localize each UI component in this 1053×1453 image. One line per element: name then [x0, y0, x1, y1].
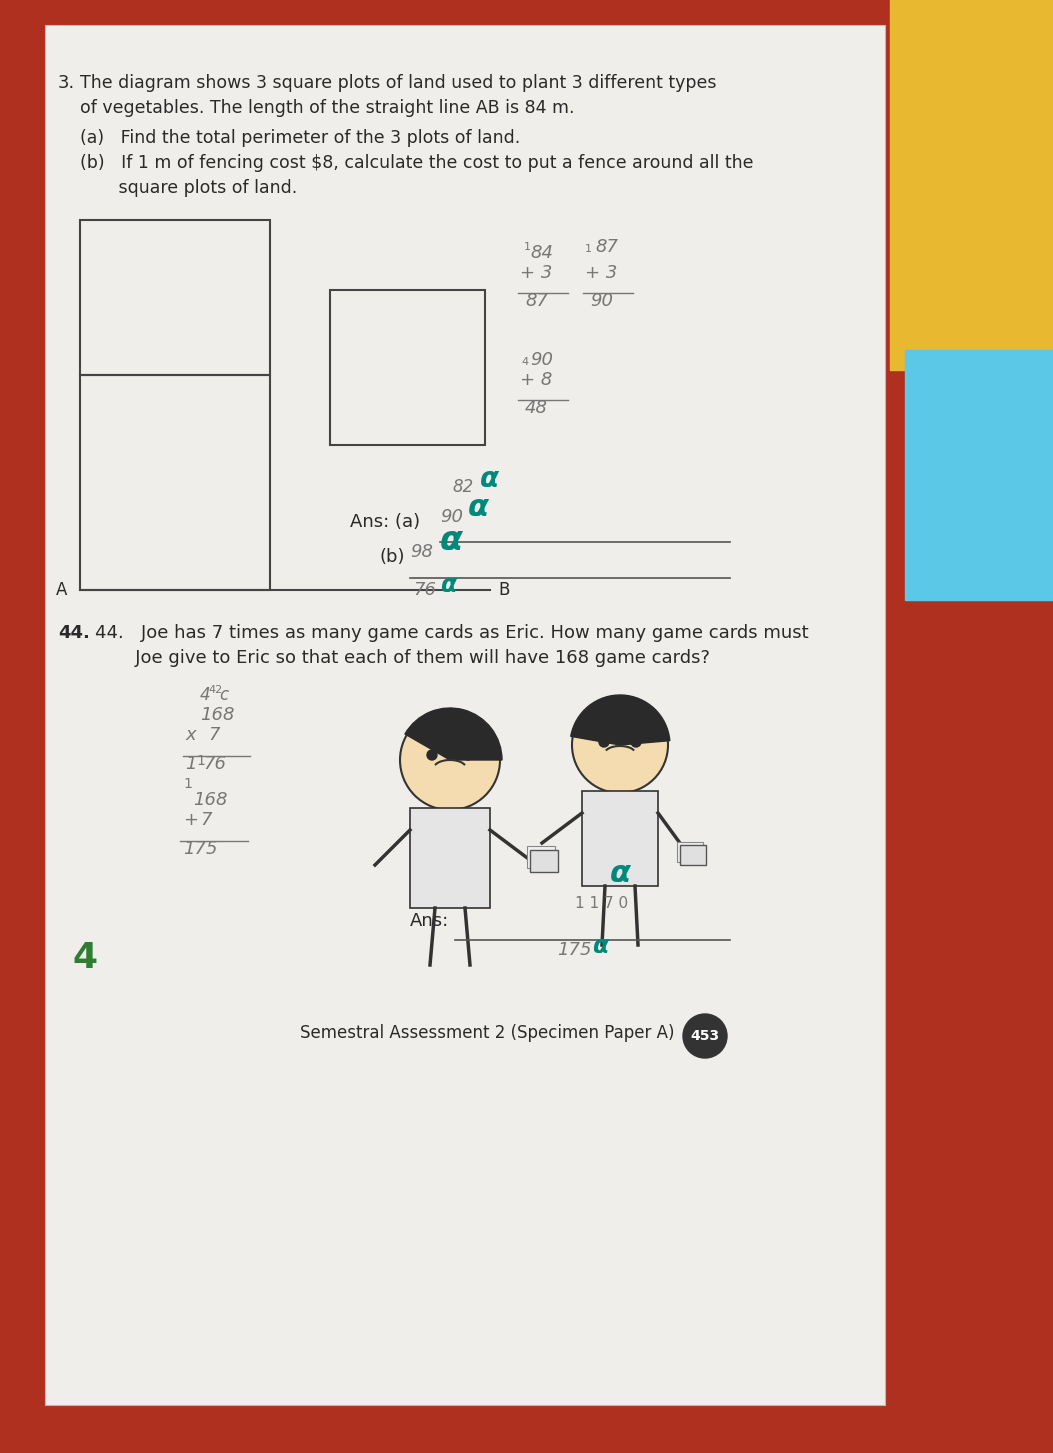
Text: 48: 48: [525, 400, 548, 417]
Text: square plots of land.: square plots of land.: [80, 179, 297, 198]
Text: 175: 175: [183, 840, 218, 859]
Text: x: x: [185, 726, 196, 744]
Text: 87: 87: [595, 238, 618, 256]
Text: α: α: [480, 465, 499, 493]
Text: 1: 1: [524, 243, 531, 251]
Text: Ans:: Ans:: [410, 912, 450, 930]
Text: + 3: + 3: [520, 264, 553, 282]
Text: of vegetables. The length of the straight line AB is 84 m.: of vegetables. The length of the straigh…: [80, 99, 575, 118]
Bar: [526, 846, 555, 867]
Text: 42: 42: [208, 684, 222, 695]
Text: 90: 90: [590, 292, 613, 309]
Text: 90: 90: [530, 352, 553, 369]
Text: + 8: + 8: [520, 371, 553, 389]
Text: 168: 168: [193, 790, 227, 809]
Bar: [45, 25, 885, 1405]
Text: The diagram shows 3 square plots of land used to plant 3 different types: The diagram shows 3 square plots of land…: [80, 74, 716, 92]
Text: 76: 76: [203, 756, 226, 773]
Text: 453: 453: [691, 1029, 719, 1043]
Text: 4: 4: [72, 942, 97, 975]
Text: +: +: [183, 811, 198, 830]
Text: (a)   Find the total perimeter of the 3 plots of land.: (a) Find the total perimeter of the 3 pl…: [80, 129, 520, 147]
Text: α: α: [440, 525, 463, 556]
Bar: [680, 846, 706, 865]
Bar: [677, 841, 703, 862]
Circle shape: [599, 737, 609, 747]
Text: B: B: [498, 581, 510, 599]
Bar: [530, 850, 558, 872]
Text: 1: 1: [183, 777, 192, 790]
Circle shape: [683, 1014, 727, 1058]
Circle shape: [463, 750, 473, 760]
Text: α: α: [468, 493, 489, 522]
Text: 7: 7: [200, 811, 212, 830]
Bar: [80, 375, 270, 590]
Text: + 3: + 3: [585, 264, 617, 282]
Bar: [410, 808, 490, 908]
Text: (b)   If 1 m of fencing cost $8, calculate the cost to put a fence around all th: (b) If 1 m of fencing cost $8, calculate…: [80, 154, 754, 171]
Text: 1: 1: [185, 756, 197, 773]
Circle shape: [572, 697, 668, 793]
Text: 168: 168: [200, 706, 235, 724]
Circle shape: [428, 750, 437, 760]
Bar: [890, 0, 1053, 371]
Text: (b): (b): [380, 548, 405, 567]
Text: c: c: [219, 686, 229, 705]
Circle shape: [400, 711, 500, 809]
Text: Ans: (a): Ans: (a): [350, 513, 420, 530]
Text: α: α: [440, 572, 456, 597]
Text: 7: 7: [208, 726, 219, 744]
Text: 1: 1: [585, 244, 592, 254]
Text: 82: 82: [452, 478, 473, 495]
Circle shape: [631, 737, 641, 747]
Text: 87: 87: [525, 292, 548, 309]
Text: 175: 175: [557, 942, 592, 959]
Text: 44.   Joe has 7 times as many game cards as Eric. How many game cards must: 44. Joe has 7 times as many game cards a…: [95, 623, 809, 642]
Wedge shape: [571, 695, 670, 745]
Bar: [330, 291, 485, 445]
Text: 4: 4: [521, 357, 529, 368]
Text: 1: 1: [196, 754, 205, 769]
Text: 3.: 3.: [58, 74, 75, 92]
Text: 44.: 44.: [58, 623, 90, 642]
Text: A: A: [56, 581, 67, 599]
Wedge shape: [405, 708, 502, 760]
Bar: [582, 790, 658, 886]
Bar: [905, 350, 1053, 600]
Text: Semestral Assessment 2 (Specimen Paper A): Semestral Assessment 2 (Specimen Paper A…: [300, 1024, 675, 1042]
Text: α: α: [610, 859, 631, 888]
Text: α: α: [592, 934, 609, 958]
Text: Joe give to Eric so that each of them will have 168 game cards?: Joe give to Eric so that each of them wi…: [95, 649, 710, 667]
Text: 84: 84: [530, 244, 553, 262]
Text: 1 1 7 0: 1 1 7 0: [575, 897, 629, 911]
Text: 90: 90: [440, 509, 463, 526]
Text: 4: 4: [200, 686, 211, 705]
Bar: [80, 219, 270, 375]
Text: 98: 98: [410, 543, 433, 561]
Text: 76: 76: [413, 581, 436, 599]
